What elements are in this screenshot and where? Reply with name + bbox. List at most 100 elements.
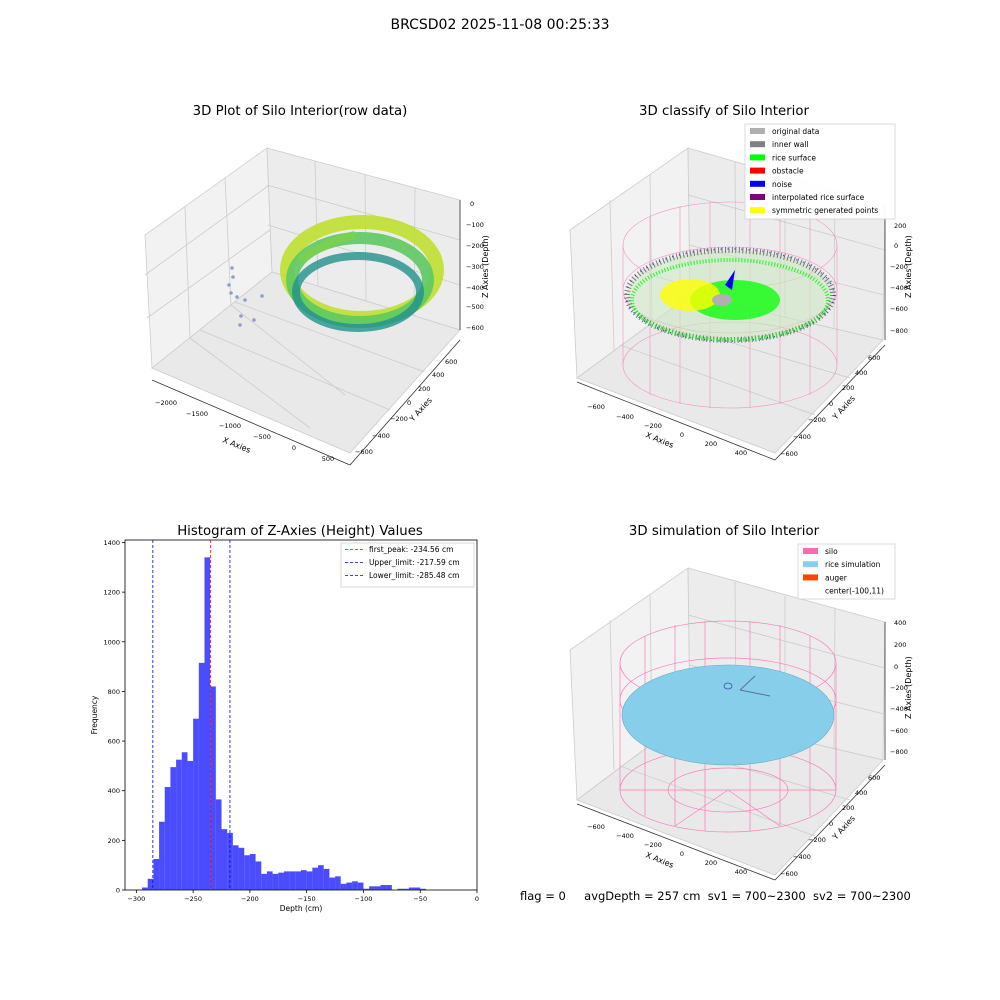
sim-xtick: 0	[680, 850, 684, 858]
raw-point-cloud	[280, 215, 444, 332]
histogram-legend-label: first_peak: -234.56 cm	[369, 545, 453, 554]
sim-legend-swatch	[803, 574, 818, 581]
histogram-bar	[340, 883, 347, 890]
histogram-ytick-label: 800	[108, 688, 120, 696]
sim-ztick: −200	[890, 684, 908, 692]
sim-ztick: −600	[890, 727, 908, 735]
classify-legend-label: rice surface	[772, 153, 816, 162]
classify-zlabel: Z Axies (Depth)	[904, 235, 913, 298]
histogram-bar	[289, 871, 296, 890]
classify-ztick: 200	[894, 222, 906, 230]
histogram-xtick-label: −200	[241, 895, 259, 903]
histogram-bar	[283, 871, 290, 890]
sim-legend-swatch	[803, 548, 818, 554]
classify-plot-title: 3D classify of Silo Interior	[639, 104, 809, 119]
raw-3d-plot: −2000 −1500 −1000 −500 0 500 X Axies −60…	[144, 147, 490, 466]
sv1-readout: sv1 = 700~2300	[707, 889, 806, 903]
sim-ztick: −400	[890, 705, 908, 713]
classify-xtick: −400	[616, 413, 634, 421]
histogram-xtick-label: −50	[413, 895, 427, 903]
classify-3d-plot: −600 −400 −200 0 200 400 X Axies −600 −4…	[569, 123, 913, 461]
histogram-xtick-label: −300	[127, 895, 145, 903]
histogram-bar	[329, 877, 336, 890]
classify-legend-swatch	[750, 154, 765, 161]
histogram-ytick-label: 1400	[103, 539, 120, 547]
classify-xtick: 200	[705, 440, 717, 448]
classify-legend-swatch	[750, 167, 765, 174]
classify-legend-swatch	[750, 141, 765, 148]
classify-legend-label: symmetric generated points	[772, 206, 878, 215]
sim-ztick: −800	[890, 748, 908, 756]
sim-ztick: 200	[894, 641, 906, 649]
classify-ytick: −400	[793, 433, 811, 441]
histogram-bar	[335, 876, 341, 890]
histogram-bar	[414, 887, 421, 890]
simulation-legend: silo rice simulation auger center(-100,11)	[797, 543, 896, 600]
histogram-bar	[278, 872, 284, 890]
histogram-xtick-label: −250	[184, 895, 202, 903]
classify-legend-swatch	[750, 180, 765, 187]
classify-ytick: 600	[868, 354, 880, 362]
raw-ztick: −300	[466, 263, 484, 271]
raw-ztick: −100	[466, 221, 484, 229]
histogram-bar	[255, 861, 262, 890]
sim-xlabel: X Axies	[644, 851, 675, 870]
histogram-bar	[363, 888, 370, 890]
histogram-bar	[170, 767, 177, 890]
raw-ytick: 0	[407, 399, 411, 407]
histogram-bar	[244, 855, 250, 890]
raw-zlabel: Z Axies (Depth)	[481, 235, 490, 298]
classify-point-cloud	[624, 247, 836, 343]
classify-legend-label: original data	[772, 127, 819, 136]
raw-xlabel: X Axies	[221, 436, 252, 455]
sim-legend-label: auger	[825, 573, 848, 582]
raw-xtick: −500	[253, 433, 271, 441]
histogram-bar	[147, 878, 154, 890]
histogram-bar	[198, 662, 205, 890]
classify-legend: original data inner wall rice surface obsta…	[744, 123, 896, 220]
raw-stray-points	[227, 266, 264, 327]
sim-ytick: 200	[842, 804, 854, 812]
histogram-xlabel: Depth (cm)	[280, 904, 323, 913]
histogram-bar	[386, 885, 392, 890]
sim-zlabel: Z Axies (Depth)	[904, 656, 913, 719]
histogram-bar	[153, 858, 160, 890]
figure-title: BRCSD02 2025-11-08 00:25:33	[390, 17, 610, 33]
histogram-bar	[232, 845, 239, 890]
avg-depth-readout: avgDepth = 257 cm	[584, 889, 701, 903]
classify-legend-label: obstacle	[772, 167, 804, 176]
classify-xtick: −600	[587, 403, 605, 411]
histogram-bar	[295, 871, 301, 890]
histogram-bar	[374, 886, 381, 890]
histogram-ytick-label: 1000	[103, 638, 120, 646]
histogram-bar	[318, 865, 324, 890]
classify-axis-lines	[576, 205, 886, 461]
histogram-ytick-label: 0	[116, 887, 120, 895]
sim-ytick: 400	[855, 789, 867, 797]
histogram-bar	[249, 854, 256, 890]
raw-axis-lines	[151, 200, 461, 466]
simulation-rice-surface	[621, 664, 835, 766]
raw-ztick: −500	[466, 303, 484, 311]
classify-legend-label: noise	[772, 180, 792, 189]
histogram-bars	[142, 557, 426, 890]
histogram-bar	[159, 821, 165, 890]
sim-xtick: 400	[735, 868, 747, 876]
raw-ytick: −400	[372, 432, 390, 440]
histogram-bar	[187, 760, 194, 890]
simulation-3d-plot: −600 −400 −200 0 200 400 X Axies −600 −4…	[569, 543, 913, 881]
sim-xtick: −600	[587, 823, 605, 831]
sim-ztick: 400	[894, 619, 906, 627]
classify-legend-label: inner wall	[772, 140, 809, 149]
raw-ztick: 0	[470, 200, 474, 208]
sim-ztick: 0	[894, 663, 898, 671]
sim-ytick: 0	[829, 820, 833, 828]
histogram-bar	[397, 888, 404, 890]
raw-ytick: −200	[390, 415, 408, 423]
histogram-bar	[181, 752, 188, 890]
raw-plot-title: 3D Plot of Silo Interior(row data)	[192, 104, 408, 119]
classify-xtick: 400	[735, 449, 747, 457]
classify-ytick: −200	[808, 416, 826, 424]
sim-legend-label: silo	[825, 547, 838, 556]
classify-ytick: 0	[829, 400, 833, 408]
